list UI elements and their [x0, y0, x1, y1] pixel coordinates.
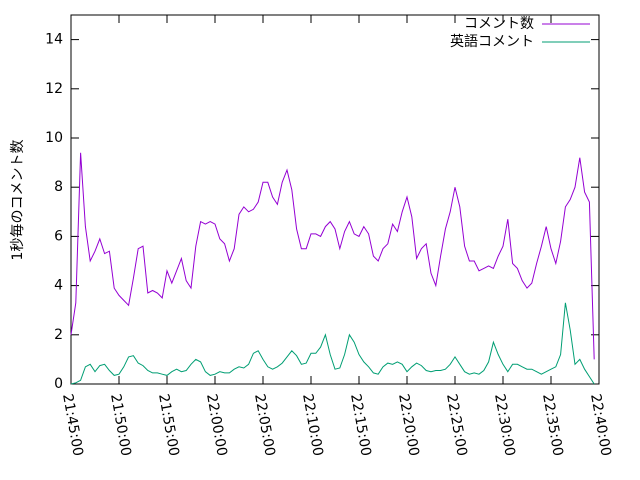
- x-tick-label: 21:50:00: [107, 393, 134, 458]
- x-tick-label: 22:40:00: [587, 393, 614, 458]
- x-tick-label: 22:00:00: [203, 393, 230, 458]
- series-line: [70, 302, 595, 385]
- legend-label: コメント数: [464, 16, 534, 32]
- y-tick-label: 0: [54, 376, 63, 392]
- y-tick-label: 6: [54, 228, 63, 244]
- y-tick-label: 14: [45, 32, 63, 48]
- legend-label: 英語コメント: [450, 33, 534, 50]
- x-tick-label: 22:35:00: [539, 393, 566, 458]
- y-tick-label: 4: [54, 278, 63, 294]
- y-tick-label: 12: [45, 81, 63, 97]
- x-tick-label: 21:45:00: [59, 393, 86, 458]
- x-tick-label: 21:55:00: [155, 393, 182, 458]
- x-tick-label: 22:05:00: [251, 393, 278, 458]
- x-tick-label: 22:25:00: [443, 393, 470, 458]
- x-tick-label: 22:20:00: [395, 393, 422, 458]
- x-tick-label: 22:10:00: [299, 393, 326, 458]
- x-tick-label: 22:15:00: [347, 393, 374, 458]
- y-tick-label: 10: [45, 130, 63, 146]
- plot-frame: [70, 14, 600, 385]
- y-axis-label: 1秒毎のコメント数: [10, 140, 26, 261]
- x-tick-label: 22:30:00: [491, 393, 518, 458]
- y-tick-label: 2: [54, 327, 63, 343]
- series-line: [70, 152, 595, 360]
- y-tick-label: 8: [54, 179, 63, 195]
